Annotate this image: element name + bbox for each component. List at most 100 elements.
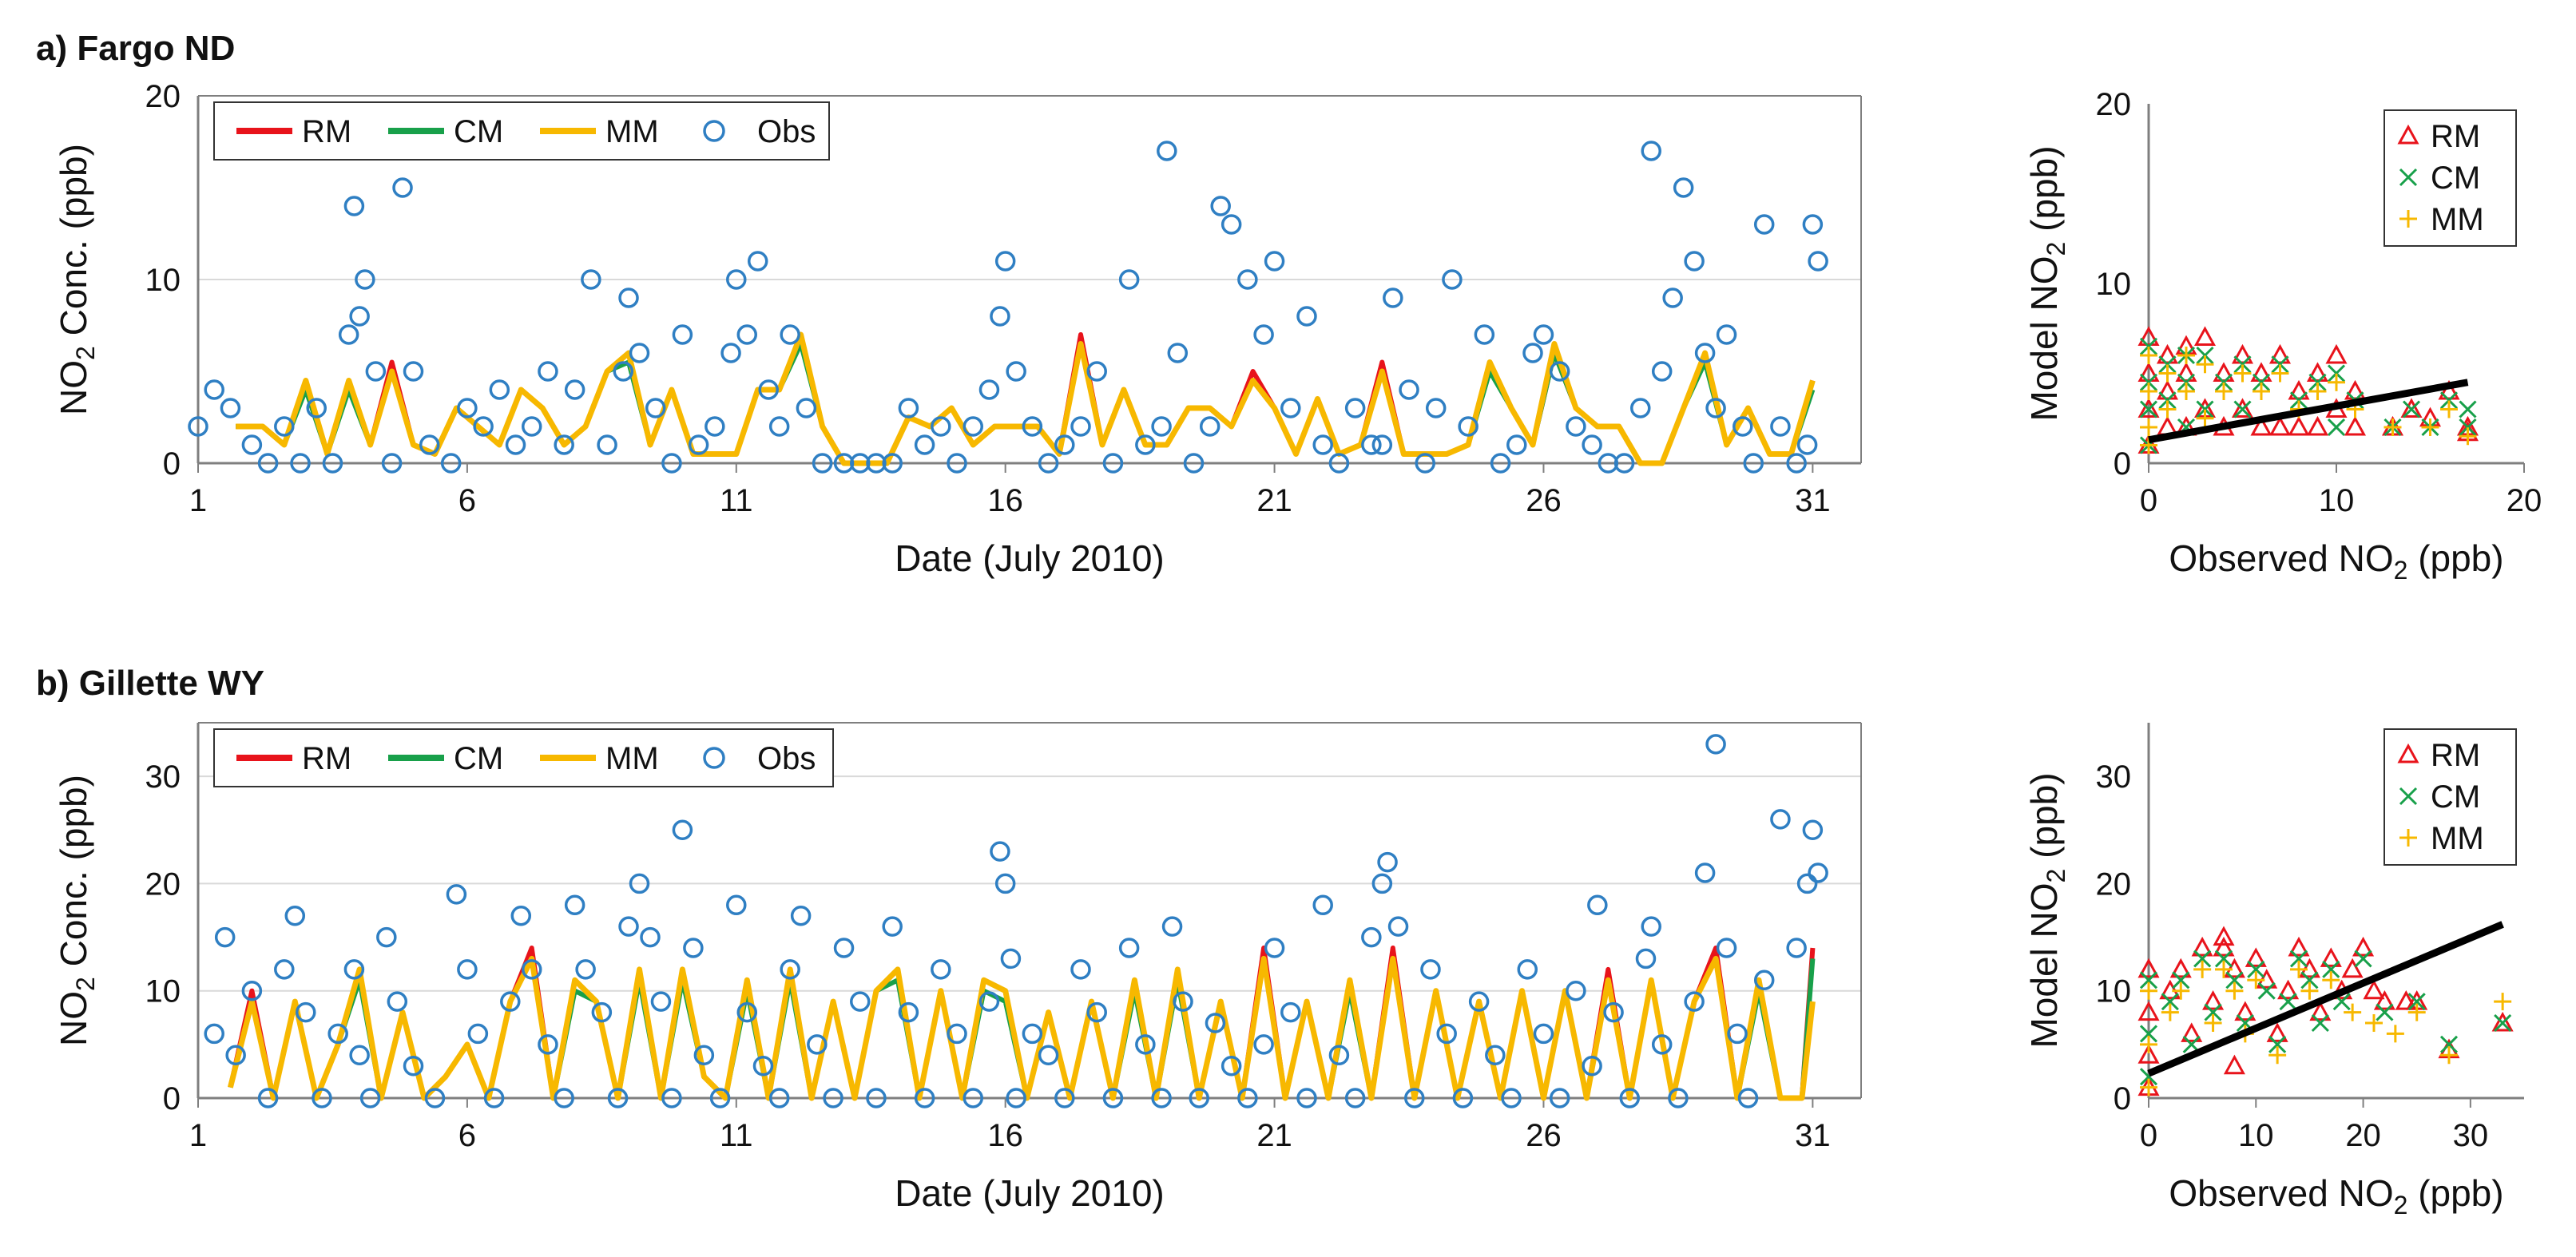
- obs-point: [1582, 1055, 1602, 1077]
- cm-marker: [2233, 400, 2252, 418]
- legend-label-cm: CM: [454, 741, 503, 776]
- obs-point: [1673, 177, 1694, 198]
- obs-point: [387, 991, 408, 1012]
- rm-marker: [2213, 936, 2235, 957]
- x-tick-label: 21: [1256, 1118, 1292, 1153]
- obs-point: [1501, 1088, 1522, 1108]
- y-tick-label: 20: [145, 79, 181, 114]
- mm-marker: [2204, 1014, 2222, 1032]
- obs-point: [1361, 434, 1382, 455]
- obs-point: [419, 434, 440, 455]
- obs-point: [780, 959, 800, 980]
- rm-marker: [2223, 1054, 2245, 1075]
- obs-point: [500, 991, 521, 1012]
- cm-marker: [2247, 960, 2265, 978]
- obs-point: [736, 1001, 758, 1023]
- legend-box: [213, 728, 834, 787]
- obs-point: [1684, 991, 1705, 1012]
- obs-point: [322, 453, 343, 474]
- cm-marker: [2196, 346, 2214, 365]
- mm-marker: [2300, 981, 2319, 1000]
- obs-point: [1205, 1013, 1226, 1033]
- obs-point: [1264, 251, 1285, 272]
- mm-marker: [2253, 383, 2270, 400]
- obs-point: [1415, 453, 1435, 474]
- obs-point: [424, 1088, 446, 1108]
- obs-point: [381, 453, 403, 474]
- y-axis-label: Model NO2 (ppb): [2023, 145, 2070, 421]
- obs-point: [994, 873, 1016, 894]
- obs-point: [1399, 379, 1419, 400]
- obs-point: [1587, 894, 1608, 916]
- obs-point: [726, 269, 747, 290]
- x-axis-label: Observed NO2 (ppb): [2169, 1172, 2503, 1219]
- x-tick-label: 30: [2453, 1118, 2489, 1153]
- rm-marker: [2288, 936, 2310, 957]
- obs-point: [661, 453, 682, 474]
- legend-label-obs: Obs: [757, 114, 816, 149]
- obs-point: [1344, 1088, 1366, 1108]
- mm-marker: [2140, 347, 2157, 364]
- obs-point: [1361, 926, 1382, 948]
- obs-point: [1420, 959, 1441, 980]
- legend: RM CM MM: [2383, 109, 2517, 247]
- rm-marker: [2181, 1022, 2203, 1042]
- rm-marker: [2397, 743, 2419, 763]
- mm-marker: [2193, 960, 2212, 978]
- obs-point: [629, 873, 650, 894]
- cm-marker: [2289, 391, 2308, 410]
- rm-marker: [2137, 1044, 2160, 1064]
- x-tick-label: 16: [987, 483, 1023, 518]
- obs-point: [1102, 453, 1124, 474]
- obs-point: [359, 1088, 381, 1108]
- rm-marker: [2268, 415, 2292, 436]
- legend: RM CM MM Obs: [213, 101, 830, 161]
- obs-point: [1598, 453, 1619, 474]
- mm-marker: [2290, 960, 2308, 978]
- mm-marker: [2140, 1035, 2157, 1053]
- obs-point: [1770, 416, 1791, 437]
- cm-marker: [2402, 400, 2421, 418]
- obs-point: [629, 343, 650, 363]
- legend-label-rm: RM: [302, 741, 351, 776]
- legend-label-cm: CM: [2431, 161, 2480, 196]
- rm-marker: [2277, 979, 2300, 1000]
- obs-point: [1619, 1088, 1641, 1108]
- rm-marker: [2137, 1001, 2160, 1021]
- rm-marker: [2245, 947, 2267, 967]
- cm-marker: [2233, 355, 2252, 374]
- mm-marker: [2247, 971, 2265, 989]
- obs-point: [1425, 398, 1447, 418]
- obs-point: [564, 379, 585, 400]
- y-tick-label: 30: [145, 759, 181, 795]
- obs-point: [1549, 361, 1570, 382]
- obs-point: [618, 916, 639, 937]
- cm-marker: [2139, 400, 2158, 418]
- obs-point: [882, 916, 903, 937]
- cm-marker: [2196, 400, 2214, 418]
- obs-point: [591, 1001, 613, 1023]
- obs-point: [510, 905, 532, 926]
- mm-marker: [2140, 981, 2157, 1000]
- cm-marker: [2439, 391, 2459, 410]
- obs-point: [1705, 734, 1726, 755]
- mm-marker: [2161, 1003, 2179, 1021]
- fit-line: [2148, 379, 2469, 444]
- mm-marker: [2233, 364, 2252, 383]
- legend-label-rm: RM: [302, 114, 351, 149]
- obs-point: [1533, 1023, 1554, 1045]
- obs-point: [850, 991, 871, 1012]
- mm-marker: [2407, 1003, 2426, 1021]
- obs-point: [1387, 916, 1409, 937]
- mm-marker: [2158, 400, 2177, 418]
- obs-point: [1038, 1045, 1059, 1066]
- cm-marker: [2158, 391, 2177, 410]
- obs-point: [963, 416, 984, 437]
- obs-point: [768, 416, 790, 437]
- cm-marker: [2177, 373, 2196, 391]
- rm-marker: [2344, 415, 2367, 436]
- cm-marker: [2322, 960, 2340, 978]
- legend-label-mm: MM: [2431, 821, 2484, 856]
